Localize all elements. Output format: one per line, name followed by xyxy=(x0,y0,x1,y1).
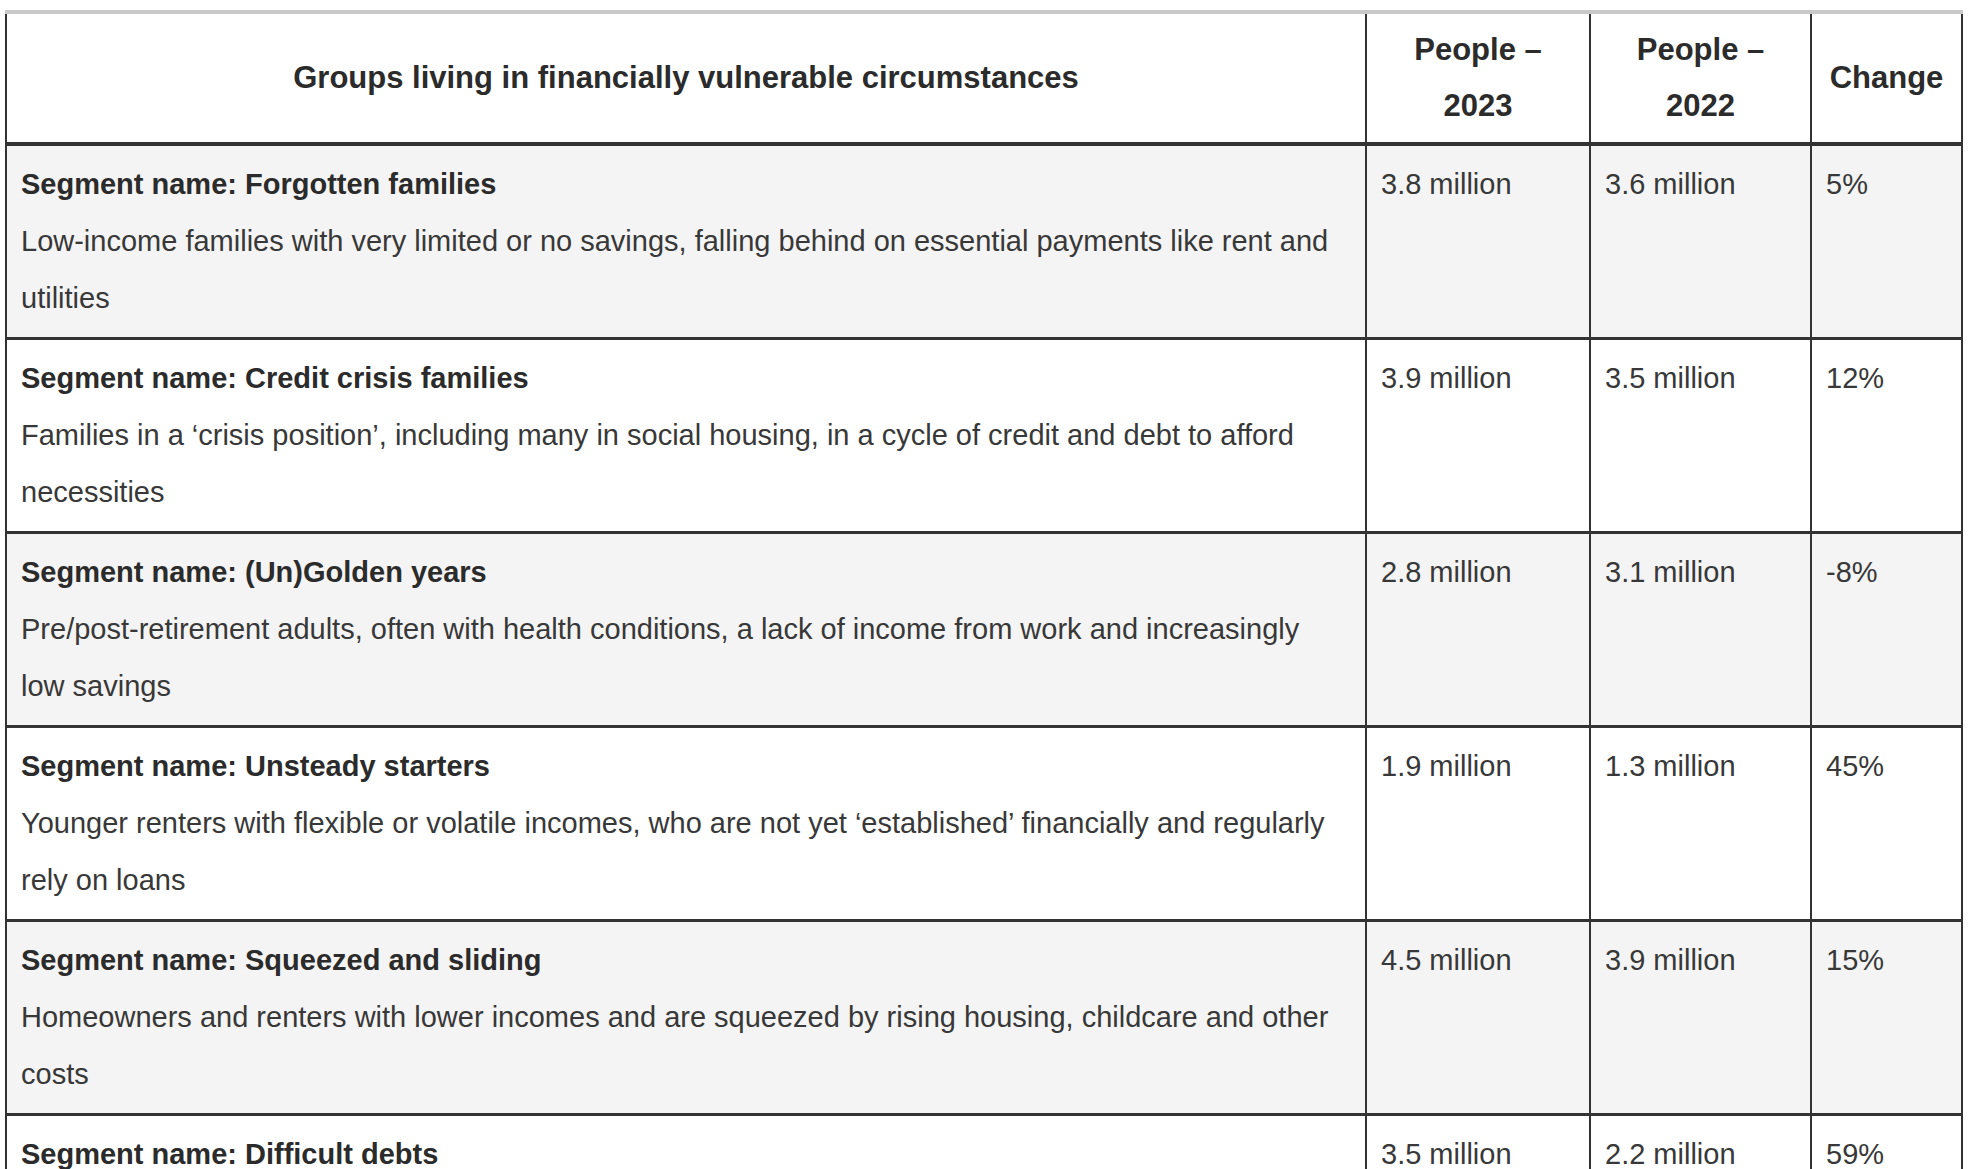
segment-cell: Segment name: Unsteady starters Younger … xyxy=(6,727,1366,921)
change-value: -8% xyxy=(1811,533,1962,727)
people-2023-value: 4.5 million xyxy=(1366,921,1590,1115)
people-2022-value: 3.9 million xyxy=(1590,921,1811,1115)
segment-cell: Segment name: Forgotten families Low-inc… xyxy=(6,144,1366,339)
segment-cell: Segment name: Difficult debts Renting fa… xyxy=(6,1115,1366,1169)
people-2023-value: 1.9 million xyxy=(1366,727,1590,921)
segment-name: Segment name: Forgotten families xyxy=(21,156,1349,213)
change-value: 59% xyxy=(1811,1115,1962,1169)
col-header-groups: Groups living in financially vulnerable … xyxy=(6,12,1366,144)
segment-cell: Segment name: Squeezed and sliding Homeo… xyxy=(6,921,1366,1115)
people-2022-value: 2.2 million xyxy=(1590,1115,1811,1169)
segment-description: Homeowners and renters with lower income… xyxy=(21,989,1349,1103)
table-row-ungolden-years: Segment name: (Un)Golden years Pre/post-… xyxy=(6,533,1962,727)
page: Groups living in financially vulnerable … xyxy=(0,0,1969,1169)
segment-cell: Segment name: Credit crisis families Fam… xyxy=(6,339,1366,533)
segment-name: Segment name: Credit crisis families xyxy=(21,350,1349,407)
change-value: 15% xyxy=(1811,921,1962,1115)
table-header: Groups living in financially vulnerable … xyxy=(6,12,1962,144)
change-value: 12% xyxy=(1811,339,1962,533)
table-row-squeezed-and-sliding: Segment name: Squeezed and sliding Homeo… xyxy=(6,921,1962,1115)
segment-description: Families in a ‘crisis position’, includi… xyxy=(21,407,1349,521)
table-row-credit-crisis-families: Segment name: Credit crisis families Fam… xyxy=(6,339,1962,533)
change-value: 45% xyxy=(1811,727,1962,921)
people-2023-value: 3.5 million xyxy=(1366,1115,1590,1169)
people-2022-value: 3.5 million xyxy=(1590,339,1811,533)
header-row: Groups living in financially vulnerable … xyxy=(6,12,1962,144)
people-2023-value: 3.9 million xyxy=(1366,339,1590,533)
segment-description: Low-income families with very limited or… xyxy=(21,213,1349,327)
table-body: Segment name: Forgotten families Low-inc… xyxy=(6,144,1962,1169)
segment-name: Segment name: (Un)Golden years xyxy=(21,544,1349,601)
people-2022-value: 3.6 million xyxy=(1590,144,1811,339)
segment-description: Pre/post-retirement adults, often with h… xyxy=(21,601,1349,715)
col-header-change: Change xyxy=(1811,12,1962,144)
col-header-people-2022: People – 2022 xyxy=(1590,12,1811,144)
vulnerable-groups-table: Groups living in financially vulnerable … xyxy=(5,10,1963,1169)
change-value: 5% xyxy=(1811,144,1962,339)
people-2022-value: 1.3 million xyxy=(1590,727,1811,921)
segment-name: Segment name: Unsteady starters xyxy=(21,738,1349,795)
segment-name: Segment name: Squeezed and sliding xyxy=(21,932,1349,989)
table-row-unsteady-starters: Segment name: Unsteady starters Younger … xyxy=(6,727,1962,921)
people-2023-value: 3.8 million xyxy=(1366,144,1590,339)
people-2023-value: 2.8 million xyxy=(1366,533,1590,727)
segment-name: Segment name: Difficult debts xyxy=(21,1126,1349,1169)
table-row-difficult-debts: Segment name: Difficult debts Renting fa… xyxy=(6,1115,1962,1169)
table-row-forgotten-families: Segment name: Forgotten families Low-inc… xyxy=(6,144,1962,339)
people-2022-value: 3.1 million xyxy=(1590,533,1811,727)
segment-description: Younger renters with flexible or volatil… xyxy=(21,795,1349,909)
col-header-people-2023: People – 2023 xyxy=(1366,12,1590,144)
segment-cell: Segment name: (Un)Golden years Pre/post-… xyxy=(6,533,1366,727)
